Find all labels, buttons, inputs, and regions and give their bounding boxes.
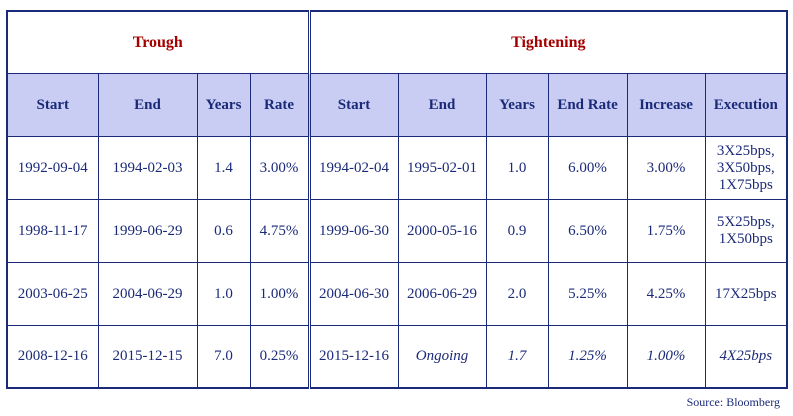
- cell-tightening-end: Ongoing: [397, 325, 487, 389]
- cell-trough-start: 2008-12-16: [6, 325, 99, 389]
- cell-tightening-end: 2000-05-16: [397, 199, 487, 263]
- cell-trough-rate: 3.00%: [249, 136, 310, 200]
- header-trough-years: Years: [196, 73, 251, 137]
- cell-increase: 1.00%: [626, 325, 706, 389]
- cell-increase: 1.75%: [626, 199, 706, 263]
- column-header-row: Start End Years Rate Start End Years End…: [6, 73, 788, 137]
- execution-line: 17X25bps: [714, 285, 777, 302]
- cell-trough-end: 2015-12-15: [97, 325, 198, 389]
- cell-execution: 17X25bps: [704, 262, 788, 326]
- cell-tightening-start: 1999-06-30: [307, 199, 399, 263]
- cell-end-rate: 5.25%: [547, 262, 628, 326]
- header-end-rate: End Rate: [547, 73, 628, 137]
- header-tightening-end: End: [397, 73, 487, 137]
- cell-trough-years: 0.6: [196, 199, 251, 263]
- cell-trough-end: 2004-06-29: [97, 262, 198, 326]
- cell-tightening-years: 0.9: [485, 199, 549, 263]
- header-trough-start: Start: [6, 73, 99, 137]
- execution-line: 5X25bps,: [716, 214, 775, 230]
- execution-line: 1X75bps: [718, 176, 773, 193]
- header-execution: Execution: [704, 73, 788, 137]
- table-row: 1992-09-04 1994-02-03 1.4 3.00% 1994-02-…: [6, 136, 788, 200]
- cell-trough-rate: 0.25%: [249, 325, 310, 389]
- cell-trough-start: 1998-11-17: [6, 199, 99, 263]
- execution-line: 1X50bps: [718, 231, 773, 247]
- cell-trough-end: 1994-02-03: [97, 136, 198, 200]
- rate-cycles-table: Trough Tightening Start End Years Rate S…: [6, 10, 789, 389]
- cell-tightening-years: 1.0: [485, 136, 549, 200]
- cell-end-rate: 1.25%: [547, 325, 628, 389]
- header-increase: Increase: [626, 73, 706, 137]
- execution-line: 3X25bps,: [716, 142, 775, 159]
- cell-tightening-end: 2006-06-29: [397, 262, 487, 326]
- cell-execution: 5X25bps, 1X50bps: [704, 199, 788, 263]
- cell-trough-start: 1992-09-04: [6, 136, 99, 200]
- cell-trough-years: 1.0: [196, 262, 251, 326]
- header-trough-rate: Rate: [249, 73, 310, 137]
- cell-trough-end: 1999-06-29: [97, 199, 198, 263]
- cell-increase: 4.25%: [626, 262, 706, 326]
- cell-trough-start: 2003-06-25: [6, 262, 99, 326]
- cell-trough-rate: 4.75%: [249, 199, 310, 263]
- header-tightening-years: Years: [485, 73, 549, 137]
- table-row: 2003-06-25 2004-06-29 1.0 1.00% 2004-06-…: [6, 262, 788, 326]
- cell-tightening-start: 1994-02-04: [307, 136, 399, 200]
- cell-end-rate: 6.00%: [547, 136, 628, 200]
- execution-line: 3X50bps,: [716, 159, 775, 176]
- source-note: Source: Bloomberg: [686, 395, 780, 409]
- cell-tightening-start: 2015-12-16: [307, 325, 399, 389]
- cell-tightening-end: 1995-02-01: [397, 136, 487, 200]
- cell-tightening-years: 1.7: [485, 325, 549, 389]
- table-row: 2008-12-16 2015-12-15 7.0 0.25% 2015-12-…: [6, 325, 788, 389]
- cell-execution: 3X25bps, 3X50bps, 1X75bps: [704, 136, 788, 200]
- header-tightening-start: Start: [307, 73, 399, 137]
- cell-trough-rate: 1.00%: [249, 262, 310, 326]
- cell-increase: 3.00%: [626, 136, 706, 200]
- cell-end-rate: 6.50%: [547, 199, 628, 263]
- group-header-row: Trough Tightening: [6, 10, 788, 74]
- cell-trough-years: 7.0: [196, 325, 251, 389]
- header-trough-end: End: [97, 73, 198, 137]
- trough-group-title: Trough: [6, 10, 310, 74]
- table-row: 1998-11-17 1999-06-29 0.6 4.75% 1999-06-…: [6, 199, 788, 263]
- cell-trough-years: 1.4: [196, 136, 251, 200]
- cell-execution: 4X25bps: [704, 325, 788, 389]
- execution-line: 4X25bps: [719, 348, 773, 364]
- tightening-group-title: Tightening: [307, 10, 788, 74]
- cell-tightening-years: 2.0: [485, 262, 549, 326]
- cell-tightening-start: 2004-06-30: [307, 262, 399, 326]
